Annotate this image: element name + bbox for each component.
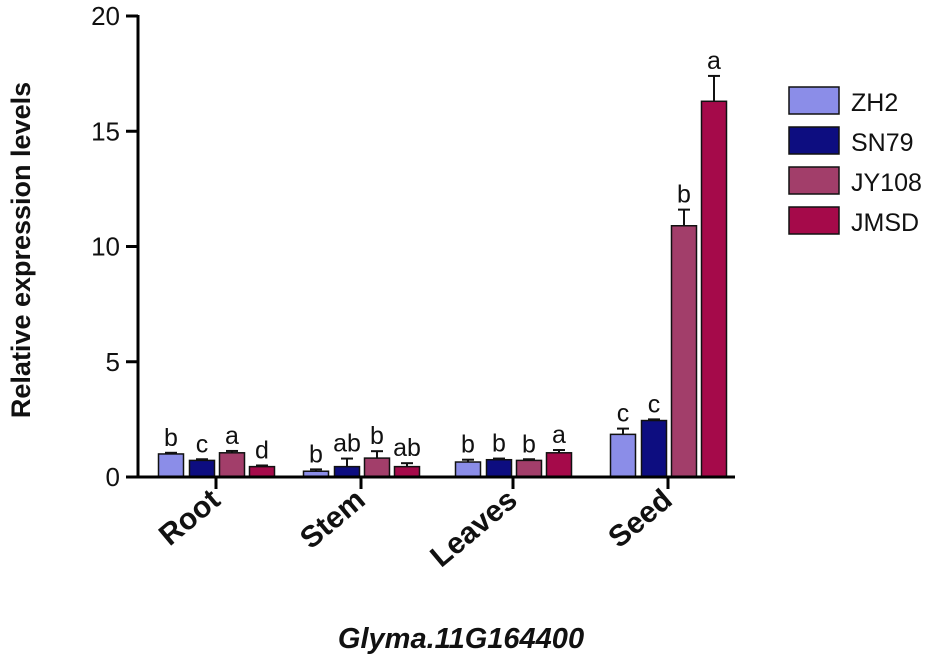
significance-label: b [164, 424, 178, 452]
legend-swatch [788, 206, 840, 235]
significance-label: a [225, 422, 239, 450]
significance-label: ab [393, 434, 421, 462]
significance-label: d [255, 436, 269, 464]
significance-label: b [370, 422, 384, 450]
x-tick-label: Root [153, 483, 227, 552]
y-axis: 0 5 10 15 20 [91, 1, 140, 492]
significance-label: c [196, 430, 209, 458]
significance-label: b [461, 431, 475, 459]
legend-label: SN79 [851, 129, 914, 157]
bar [545, 452, 573, 478]
significance-label: ab [333, 430, 361, 458]
bar [188, 459, 216, 478]
bar [248, 465, 276, 478]
y-axis-label: Relative expression levels [6, 82, 36, 418]
y-tick-label: 15 [91, 116, 120, 146]
significance-label: b [677, 181, 691, 209]
y-tick-label: 10 [91, 232, 120, 262]
legend-label: ZH2 [851, 89, 898, 117]
bar [640, 419, 668, 478]
significance-label: b [522, 430, 536, 458]
bar [515, 459, 543, 478]
significance-label: a [707, 47, 721, 75]
bar [157, 453, 185, 478]
bar [393, 465, 421, 478]
legend-swatch [788, 126, 840, 155]
significance-label: c [617, 400, 630, 428]
significance-label: c [648, 390, 661, 418]
bar [670, 225, 698, 478]
bar [454, 461, 482, 478]
significance-label: a [552, 421, 566, 449]
significance-label: b [309, 440, 323, 468]
x-tick-label: Seed [602, 483, 678, 554]
legend-label: JY108 [851, 169, 922, 197]
bar [700, 100, 728, 478]
x-axis-label: Glyma.11G164400 [338, 623, 584, 655]
legend-label: JMSD [851, 209, 919, 237]
bar [333, 465, 361, 478]
x-tick-label: Leaves [424, 483, 523, 574]
bar [363, 457, 391, 478]
significance-label: b [492, 430, 506, 458]
y-tick-label: 5 [106, 347, 120, 377]
y-tick-label: 0 [106, 462, 120, 492]
bar [218, 452, 246, 478]
y-tick-label: 20 [91, 1, 120, 31]
x-tick-label: Stem [294, 483, 371, 555]
legend: ZH2 SN79 JY108 JMSD [788, 86, 922, 237]
bar [485, 458, 513, 478]
bars: b c ad b ab b ab b b b ac cba [157, 47, 728, 478]
bar [609, 433, 637, 478]
legend-swatch [788, 86, 840, 115]
legend-swatch [788, 166, 840, 195]
x-axis: Root Stem Leaves Seed [137, 475, 735, 574]
